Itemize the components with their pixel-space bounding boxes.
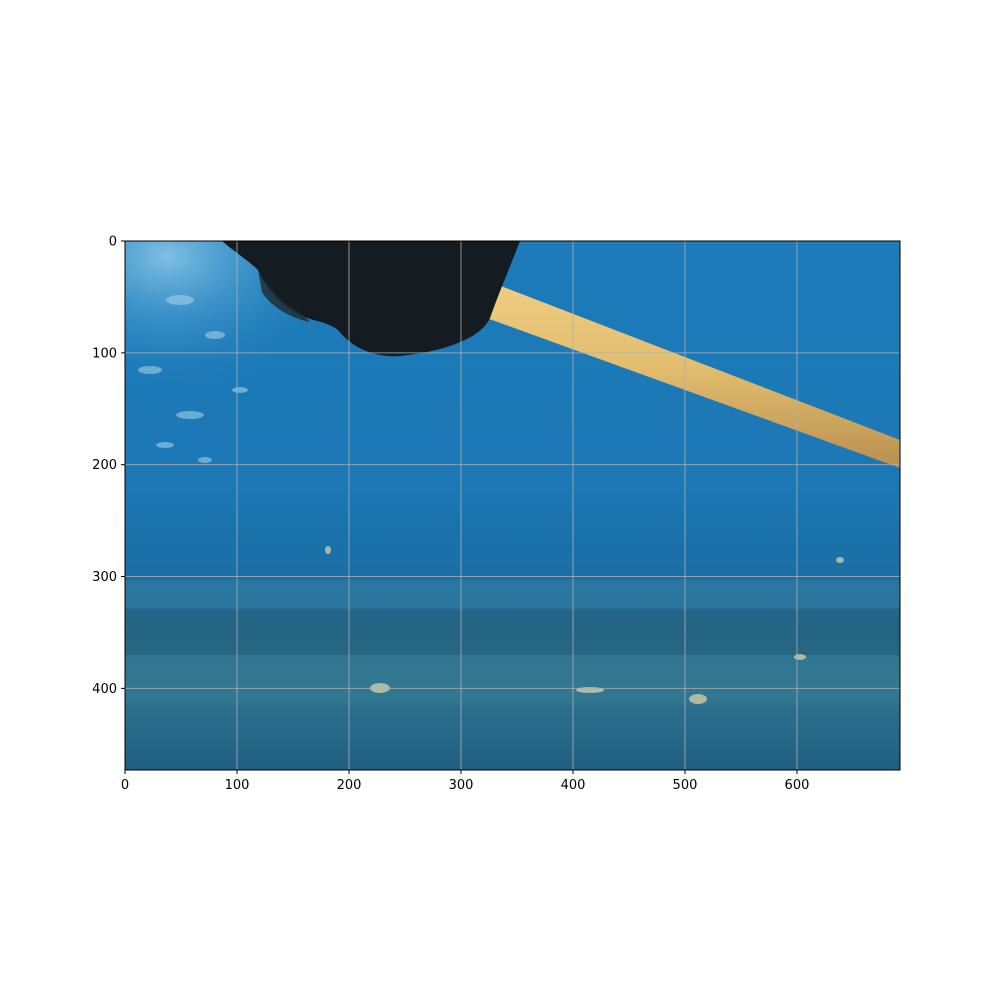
y-tick-label: 400 (92, 682, 117, 697)
y-tick-label: 200 (92, 458, 117, 473)
sediment-band (125, 580, 900, 608)
wooden-stick (445, 268, 900, 468)
dark-mass (222, 241, 520, 357)
x-tick-label: 600 (785, 778, 810, 793)
underwater-photo (125, 241, 900, 770)
dark-mass-edge (258, 270, 310, 322)
dark-band (125, 610, 900, 655)
x-tick-label: 500 (673, 778, 698, 793)
x-tick-label: 100 (225, 778, 250, 793)
y-axis: 0 100 200 300 400 (92, 235, 125, 697)
floor-band (125, 655, 900, 705)
y-tick-label: 300 (92, 570, 117, 585)
x-tick-label: 300 (449, 778, 474, 793)
y-tick-label: 100 (92, 346, 117, 361)
x-tick-label: 200 (337, 778, 362, 793)
light-speckles (138, 295, 248, 463)
plot-frame (124, 240, 901, 771)
x-axis: 0 100 200 300 400 500 600 (121, 770, 810, 793)
y-tick-label: 0 (109, 235, 117, 250)
x-tick-label: 400 (561, 778, 586, 793)
x-tick-label: 0 (121, 778, 129, 793)
